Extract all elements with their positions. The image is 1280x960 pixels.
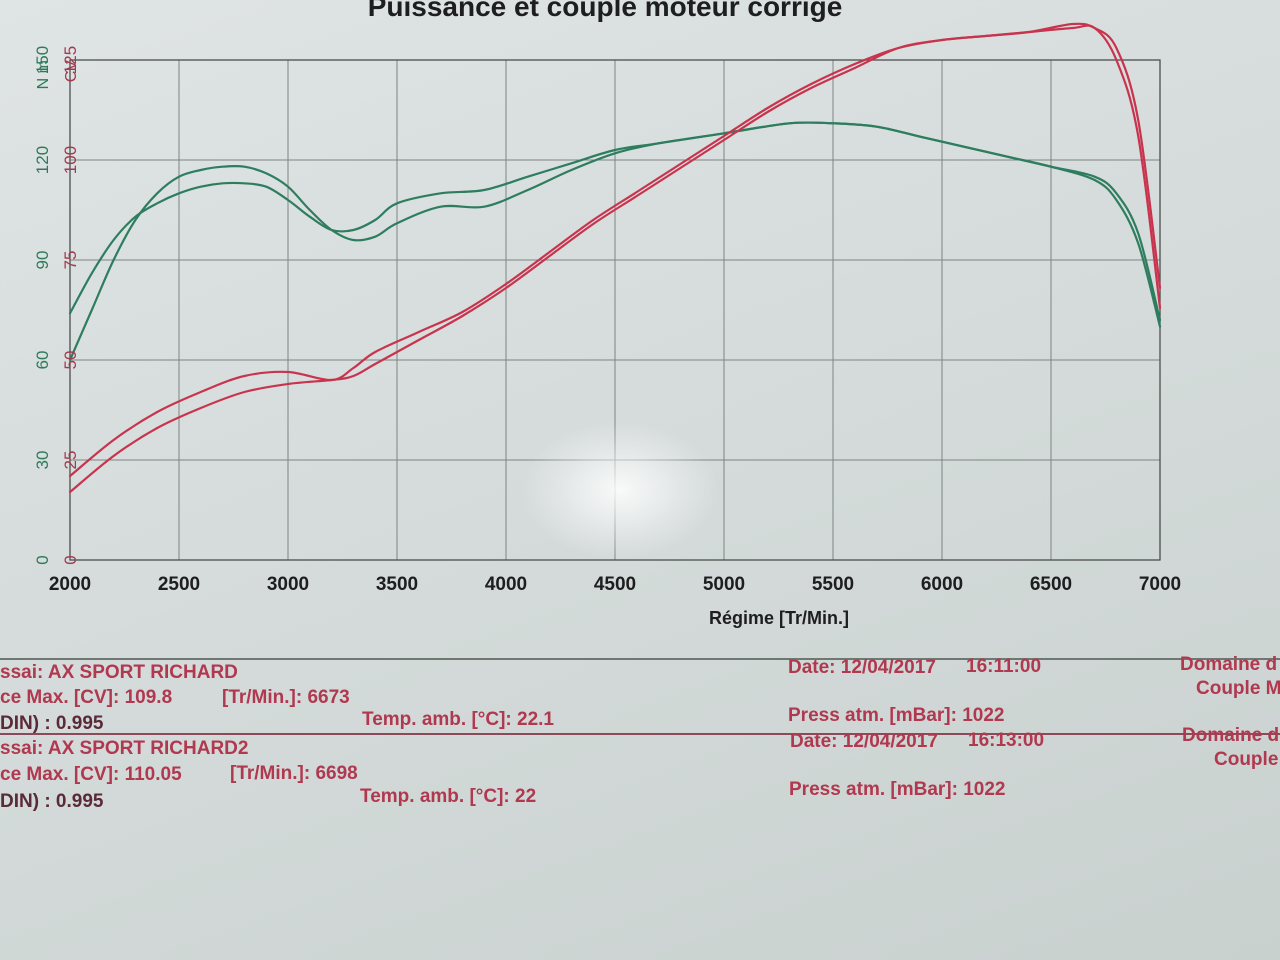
- x-tick-label: 3000: [267, 574, 309, 595]
- run2-couple: Couple: [1214, 749, 1279, 770]
- y-left-tick-label: 30: [33, 451, 52, 470]
- y-right-tick-label: 100: [61, 146, 80, 174]
- y-left-tick-label: 90: [33, 251, 52, 270]
- run1-couple: Couple M: [1196, 678, 1280, 699]
- torque-curve: [68, 121, 1162, 322]
- plot-frame: [69, 59, 1161, 561]
- run1-date: Date: 12/04/2017: [788, 657, 936, 678]
- x-tick-label: 6500: [1030, 574, 1072, 595]
- y-left-tick-label: 0: [33, 555, 52, 564]
- run1-regime: [Tr/Min.]: 6673: [222, 687, 350, 708]
- run2-din: DIN) : 0.995: [0, 791, 104, 812]
- x-tick-label: 2000: [49, 574, 91, 595]
- run1-domaine: Domaine d: [1180, 654, 1278, 675]
- run2-essai: ssai: AX SPORT RICHARD2: [0, 738, 249, 759]
- y-right-tick-label: 75: [61, 251, 80, 270]
- info-divider-top: [0, 658, 1280, 660]
- run2-time: 16:13:00: [968, 730, 1045, 751]
- run2-press: Press atm. [mBar]: 1022: [789, 779, 1006, 800]
- x-tick-label: 3500: [376, 574, 418, 595]
- y-left-tick-label: 120: [33, 146, 52, 174]
- run1-press: Press atm. [mBar]: 1022: [788, 705, 1005, 726]
- run2-puissance: ce Max. [CV]: 110.05: [0, 764, 182, 785]
- y-right-unit: CV: [63, 60, 80, 83]
- run1-time: 16:11:00: [966, 656, 1042, 677]
- y-right-tick-label: 0: [61, 555, 80, 564]
- y-left-tick-label: 150: [33, 46, 52, 74]
- run1-essai: ssai: AX SPORT RICHARD: [0, 662, 238, 683]
- y-right-tick-label: 25: [61, 451, 80, 470]
- y-tick-labels: 0 30 60 90 120 150 0 25 50 75 100 125: [33, 46, 80, 565]
- x-axis-label: Régime [Tr/Min.]: [709, 608, 849, 628]
- run2-regime: [Tr/Min.]: 6698: [230, 763, 358, 784]
- x-tick-label: 4000: [485, 574, 527, 595]
- info-divider-middle: [0, 733, 1280, 735]
- run2-temp: Temp. amb. [°C]: 22: [360, 786, 537, 807]
- y-left-tick-label: 60: [33, 351, 52, 370]
- x-tick-label: 5500: [812, 574, 854, 595]
- run1-temp: Temp. amb. [°C]: 22.1: [362, 709, 555, 730]
- run2-date: Date: 12/04/2017: [790, 731, 938, 752]
- x-tick-label: 7000: [1139, 574, 1181, 595]
- grid: [69, 59, 1161, 561]
- x-tick-label: 5000: [703, 574, 745, 595]
- x-tick-label: 4500: [594, 574, 636, 595]
- curves: [68, 22, 1162, 494]
- run1-din: DIN) : 0.995: [0, 713, 104, 734]
- chart-title: Puissance et couple moteur corrige: [368, 0, 843, 22]
- y-right-tick-label: 125: [61, 46, 80, 74]
- y-left-unit: N m: [35, 60, 52, 89]
- run2-domaine: Domaine d: [1182, 725, 1280, 746]
- x-tick-labels: 2000 2500 3000 3500 4000 4500 5000 5500 6000 6500…: [49, 574, 1181, 595]
- x-tick-label: 2500: [158, 574, 200, 595]
- power-curve: [68, 24, 1162, 478]
- x-tick-label: 6000: [921, 574, 963, 595]
- y-right-tick-label: 50: [61, 351, 80, 370]
- power-curve: [68, 22, 1162, 494]
- run1-puissance: ce Max. [CV]: 109.8: [0, 687, 173, 708]
